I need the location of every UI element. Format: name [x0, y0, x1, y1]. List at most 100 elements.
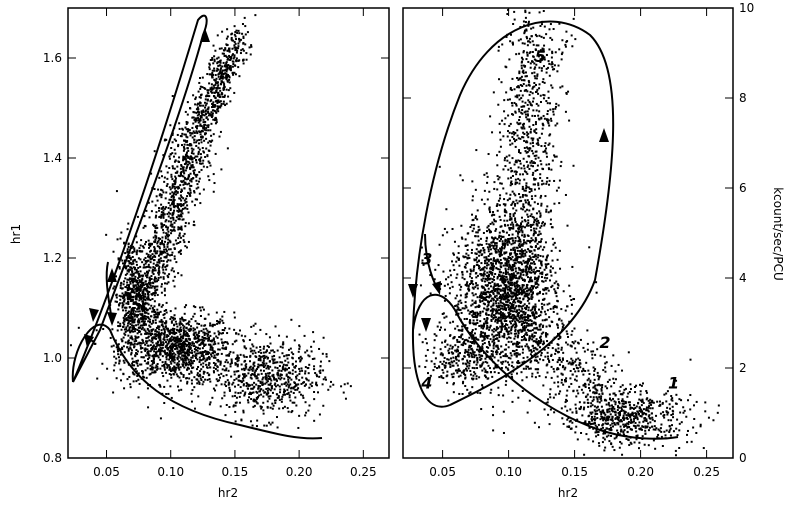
scatter-point — [135, 314, 138, 317]
y-tick-label: 0.8 — [43, 451, 62, 465]
scatter-point — [208, 358, 211, 361]
scatter-point — [210, 115, 213, 118]
scatter-point — [206, 337, 209, 340]
scatter-point — [224, 104, 227, 107]
scatter-point — [218, 87, 221, 90]
scatter-point — [136, 353, 139, 356]
scatter-point — [146, 367, 149, 370]
scatter-point — [196, 139, 199, 142]
scatter-point — [462, 344, 465, 347]
scatter-point — [216, 336, 219, 339]
scatter-point — [284, 390, 287, 393]
scatter-point — [201, 347, 204, 350]
scatter-point — [172, 407, 175, 410]
scatter-point — [199, 104, 202, 107]
scatter-point — [236, 49, 239, 52]
scatter-point — [279, 361, 282, 364]
scatter-point — [179, 356, 182, 359]
scatter-point — [155, 277, 158, 280]
scatter-point — [218, 321, 221, 324]
scatter-point — [131, 357, 134, 360]
scatter-point — [152, 328, 155, 331]
scatter-point — [224, 76, 227, 79]
scatter-point — [443, 316, 446, 319]
scatter-point — [502, 431, 505, 434]
scatter-point — [234, 362, 237, 365]
scatter-point — [232, 73, 235, 76]
scatter-point — [125, 306, 128, 309]
scatter-point — [208, 140, 211, 143]
scatter-point — [161, 355, 164, 358]
scatter-point — [199, 124, 202, 127]
scatter-point — [187, 328, 190, 331]
scatter-point — [217, 84, 220, 87]
scatter-point — [556, 299, 559, 302]
scatter-point — [223, 383, 226, 386]
scatter-point — [171, 201, 174, 204]
scatter-point — [187, 128, 190, 131]
scatter-point — [161, 236, 164, 239]
scatter-point — [280, 400, 283, 403]
scatter-point — [207, 107, 210, 110]
scatter-point — [205, 95, 208, 98]
scatter-point — [515, 284, 518, 287]
scatter-point — [532, 227, 535, 230]
scatter-point — [202, 159, 205, 162]
scatter-point — [134, 354, 137, 357]
scatter-point — [295, 404, 298, 407]
scatter-point — [177, 218, 180, 221]
scatter-point — [267, 367, 270, 370]
scatter-point — [449, 274, 452, 277]
scatter-point — [159, 251, 162, 254]
scatter-point — [102, 328, 105, 331]
scatter-point — [513, 262, 516, 265]
scatter-point — [475, 231, 478, 234]
scatter-point — [241, 389, 244, 392]
scatter-point — [451, 260, 454, 263]
scatter-point — [307, 354, 310, 357]
scatter-point — [216, 108, 219, 111]
scatter-point — [197, 375, 200, 378]
scatter-point — [227, 89, 230, 92]
scatter-point — [171, 350, 174, 353]
scatter-point — [460, 301, 463, 304]
scatter-point — [245, 374, 248, 377]
scatter-point — [167, 238, 170, 241]
scatter-point — [223, 391, 226, 394]
scatter-point — [138, 285, 141, 288]
scatter-point — [177, 339, 180, 342]
scatter-point — [545, 292, 548, 295]
scatter-point — [548, 393, 551, 396]
scatter-point — [515, 277, 518, 280]
scatter-point — [502, 257, 505, 260]
scatter-point — [219, 95, 222, 98]
scatter-point — [228, 352, 231, 355]
scatter-point — [212, 343, 215, 346]
scatter-point — [151, 200, 154, 203]
scatter-point — [523, 316, 526, 319]
scatter-point — [286, 407, 289, 410]
scatter-point — [513, 307, 516, 310]
scatter-point — [189, 191, 192, 194]
scatter-point — [316, 375, 319, 378]
scatter-point — [154, 355, 157, 358]
scatter-point — [173, 226, 176, 229]
scatter-point — [189, 143, 192, 146]
x-tick-label: 0.15 — [222, 465, 249, 479]
scatter-point — [500, 361, 503, 364]
scatter-point — [528, 302, 531, 305]
scatter-point — [510, 373, 513, 376]
scatter-point — [259, 328, 262, 331]
scatter-point — [173, 209, 176, 212]
scatter-point — [498, 288, 501, 291]
scatter-point — [201, 342, 204, 345]
scatter-point — [202, 351, 205, 354]
scatter-point — [231, 383, 234, 386]
scatter-point — [186, 349, 189, 352]
scatter-point — [170, 339, 173, 342]
scatter-point — [180, 135, 183, 138]
scatter-point — [151, 298, 154, 301]
scatter-point — [122, 262, 125, 265]
scatter-point — [234, 357, 237, 360]
scatter-point — [248, 396, 251, 399]
